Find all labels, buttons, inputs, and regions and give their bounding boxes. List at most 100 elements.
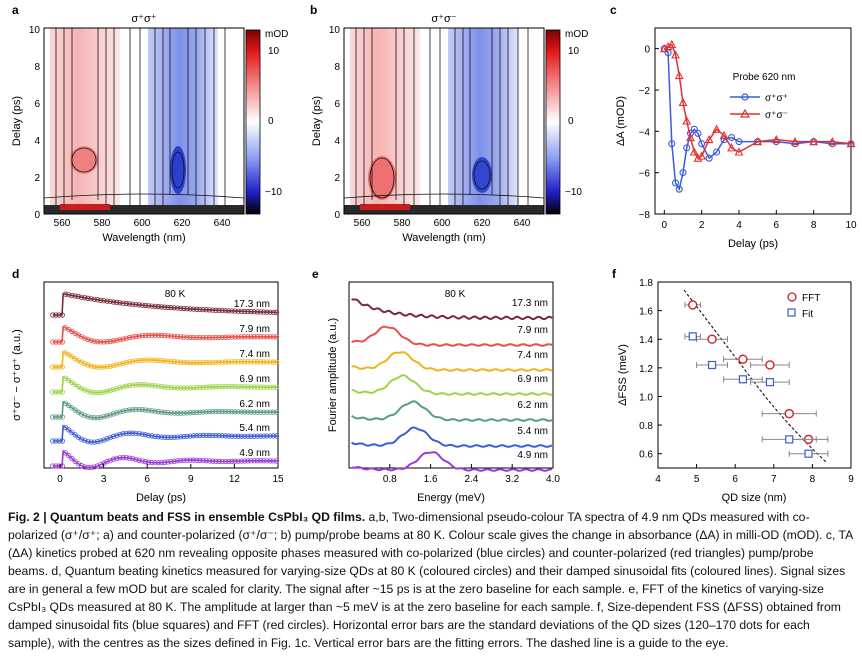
svg-text:2: 2	[334, 173, 340, 184]
panel-d-data-point	[270, 384, 276, 390]
panel-d-data-point	[149, 303, 155, 309]
panel-d-data-point	[126, 455, 133, 461]
panel-d-data-point	[210, 432, 216, 439]
panel-d-data-point	[206, 359, 213, 366]
panel-d-data-point	[91, 415, 97, 421]
panel-d-data-point	[69, 292, 75, 299]
panel-d-data-point	[261, 334, 267, 340]
panel-d-data-point	[82, 361, 88, 367]
panel-d-data-point	[123, 300, 129, 307]
panel-d-data-point	[130, 430, 136, 436]
panel-d-data-point	[107, 434, 113, 441]
svg-text:580: 580	[394, 218, 411, 229]
panel-f-ylabel: ΔFSS (meV)	[617, 344, 629, 406]
panel-d-data-point	[139, 357, 145, 363]
panel-d-data-point	[257, 458, 264, 464]
panel-d-data-point	[126, 359, 133, 365]
panel-c-point	[704, 134, 714, 144]
panel-d-data-point	[101, 339, 107, 345]
panel-d-data-point	[229, 359, 235, 365]
panel-f-fft-point	[784, 408, 794, 419]
panel-c-point	[735, 138, 743, 146]
panel-d-data-point	[59, 312, 65, 318]
panel-e-fft-line	[351, 298, 553, 321]
panel-e-size-label: 6.9 nm	[517, 374, 548, 385]
panel-d-data-point	[238, 409, 244, 415]
panel-b-yticks: 0 2 4 6 8 10	[329, 25, 341, 221]
panel-d-data-point	[120, 336, 126, 342]
panel-d-data-point	[162, 304, 168, 310]
svg-text:mOD: mOD	[265, 29, 288, 40]
panel-f-legend: FFT Fit	[787, 292, 820, 320]
panel-d-data-point	[78, 359, 85, 365]
panel-c-point	[693, 153, 703, 162]
panel-d-data-point	[194, 409, 200, 415]
panel-d-data-point	[72, 458, 78, 464]
panel-d-data-point	[187, 306, 193, 312]
svg-text:8: 8	[34, 62, 40, 73]
panel-d-data-point	[168, 410, 174, 416]
panel-f-fit-point	[804, 449, 813, 458]
panel-d-data-point	[142, 407, 149, 413]
svg-text:0: 0	[568, 116, 574, 127]
panel-d-data-point	[136, 357, 142, 364]
panel-d-data-point	[194, 360, 200, 366]
panel-d-data-point	[171, 305, 177, 311]
panel-c-point	[698, 140, 706, 148]
panel-d-data-point	[241, 433, 248, 439]
panel-d-data-point	[200, 360, 206, 366]
panel-c-xtick: 2	[699, 220, 705, 231]
panel-c-point	[671, 179, 680, 187]
panel-d-data-point	[270, 309, 276, 315]
panel-c-point	[675, 185, 683, 193]
panel-d-data-point	[107, 338, 113, 344]
svg-text:Fit: Fit	[802, 309, 813, 320]
panel-d-data-point	[257, 334, 264, 340]
panel-d-data-point	[235, 384, 241, 390]
panel-d-data-point	[123, 455, 129, 461]
panel-d-data-point	[104, 459, 110, 465]
panel-c-point	[727, 133, 736, 142]
panel-d-data-point	[270, 359, 276, 365]
panel-d-data-point	[261, 384, 267, 390]
panel-d-data-point	[130, 456, 136, 462]
panel-d-data-point	[155, 460, 161, 466]
panel-d-data-point	[267, 359, 273, 365]
panel-a-xticks: 560 580 600 620 640	[54, 218, 231, 229]
panel-f-ytick: 1.6	[639, 307, 653, 318]
panel-d-data-point	[229, 383, 235, 390]
panel-d-data-point	[88, 337, 94, 344]
panel-d-data-point	[245, 359, 251, 365]
panel-d-data-point	[238, 334, 244, 340]
panel-f-guide-line	[683, 289, 827, 463]
panel-d-data-point	[261, 309, 267, 315]
panel-c-point	[667, 39, 677, 49]
panel-c-point	[694, 129, 702, 137]
svg-text:10: 10	[329, 25, 341, 36]
panel-b-colorbar: mOD 10 0 −10	[545, 29, 588, 215]
panel-c-xtick: 6	[774, 220, 780, 231]
panel-d-data-point	[50, 438, 56, 444]
panel-d-traces	[50, 291, 280, 471]
svg-text:10: 10	[268, 46, 280, 57]
panel-c-point	[753, 137, 763, 146]
panel-d-size-label: 5.4 nm	[239, 423, 270, 434]
panel-d-data-point	[165, 304, 171, 310]
panel-d-data-point	[194, 334, 200, 341]
panel-f-ytick: 1.0	[639, 392, 653, 403]
panel-d-xtick: 0	[57, 474, 63, 485]
panel-d-data-point	[254, 359, 260, 365]
panel-d-data-point	[168, 358, 174, 365]
panel-d-data-point	[178, 410, 184, 416]
svg-text:10: 10	[568, 46, 580, 57]
panel-d-data-point	[94, 415, 101, 421]
panel-d-data-point	[59, 414, 65, 420]
panel-d-data-point	[78, 463, 85, 469]
panel-d-data-point	[133, 301, 139, 308]
panel-d-data-point	[107, 298, 113, 305]
panel-c: c 0−2−4−6−8 0 2 4 6 8 10 Delay (ps) ΔA (mOD) …	[610, 3, 857, 250]
panel-d-data-point	[165, 384, 171, 390]
figure-caption: Fig. 2 | Quantum beats and FSS in ensemb…	[8, 508, 856, 652]
panel-d-data-point	[91, 364, 97, 370]
panel-d-data-point	[130, 406, 136, 413]
